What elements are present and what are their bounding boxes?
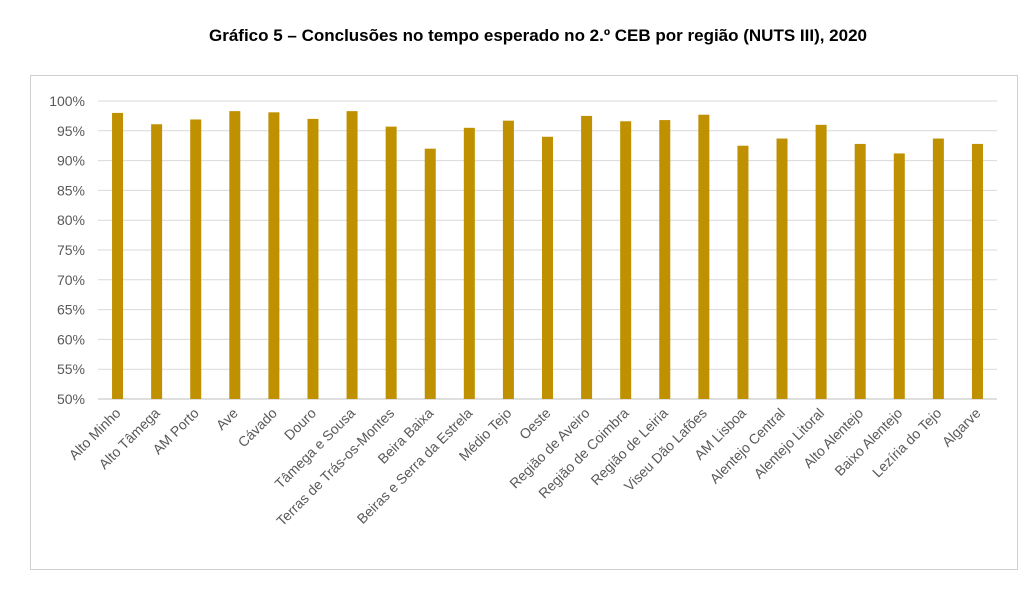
x-tick-label: Ave	[213, 405, 241, 433]
y-tick-label: 90%	[57, 153, 85, 169]
bar	[932, 138, 944, 399]
x-tick-label: Lezíria do Tejo	[869, 405, 945, 481]
chart-title: Gráfico 5 – Conclusões no tempo esperado…	[208, 26, 868, 45]
y-tick-label: 100%	[49, 93, 85, 109]
bar	[307, 118, 319, 399]
bar	[698, 114, 710, 399]
y-tick-label: 60%	[57, 331, 85, 347]
bar	[893, 153, 905, 399]
x-tick-label: Cávado	[235, 405, 281, 451]
y-tick-label: 50%	[57, 391, 85, 407]
bar	[776, 138, 788, 399]
bar	[385, 126, 397, 400]
bar	[112, 112, 124, 400]
bar	[463, 127, 475, 399]
bar	[229, 111, 241, 399]
bar	[815, 124, 827, 399]
x-tick-label: Algarve	[939, 405, 984, 450]
y-tick-label: 55%	[57, 361, 85, 377]
x-tick-label: Baixo Alentejo	[831, 405, 905, 479]
y-tick-label: 65%	[57, 302, 85, 318]
y-tick-label: 75%	[57, 242, 85, 258]
bar	[151, 124, 163, 399]
bar	[268, 112, 280, 399]
bar	[737, 145, 749, 399]
bar	[659, 120, 671, 400]
y-tick-label: 70%	[57, 272, 85, 288]
bar	[854, 143, 866, 399]
bar	[971, 143, 983, 399]
bar	[620, 121, 632, 399]
bar	[424, 148, 436, 399]
bar	[542, 136, 553, 399]
y-tick-label: 80%	[57, 212, 85, 228]
bar	[502, 120, 514, 399]
y-tick-label: 85%	[57, 182, 85, 198]
bar	[346, 111, 358, 399]
bar	[190, 119, 202, 399]
bar	[581, 115, 593, 400]
y-tick-label: 95%	[57, 123, 85, 139]
